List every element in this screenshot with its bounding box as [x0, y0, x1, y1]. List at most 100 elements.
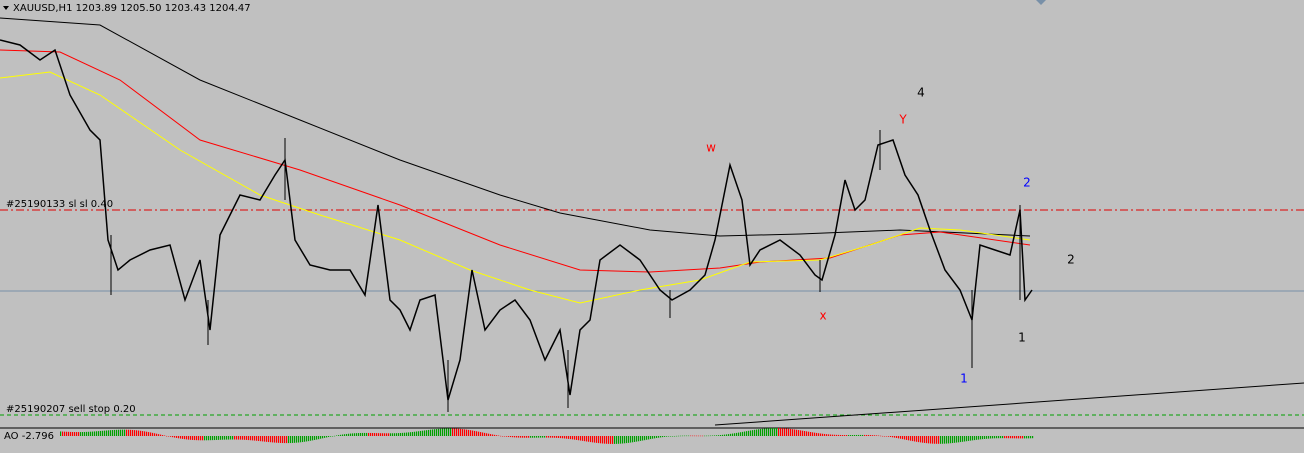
ao-bar: [434, 429, 436, 436]
ao-bar: [540, 436, 542, 438]
ao-bar: [376, 433, 378, 436]
ao-bar: [932, 436, 934, 444]
ao-bar: [62, 431, 64, 436]
ao-bar: [908, 436, 910, 441]
ao-bar: [832, 434, 834, 436]
ao-bar: [104, 430, 106, 436]
ao-bar: [548, 436, 550, 438]
ao-bar: [528, 436, 530, 438]
shift-marker[interactable]: [1036, 0, 1046, 5]
ao-bar: [186, 436, 188, 440]
ao-bar: [312, 436, 314, 441]
ao-bar: [140, 430, 142, 436]
ao-bar: [626, 436, 628, 444]
ma-slow: [0, 17, 1031, 237]
ao-bar: [606, 436, 608, 444]
ao-bar: [618, 436, 620, 444]
ao-bar: [86, 431, 88, 436]
ao-bar: [988, 436, 990, 439]
ao-bar: [474, 430, 476, 436]
ao-bar: [256, 436, 258, 441]
ao-bar: [172, 436, 174, 438]
ao-bar: [914, 436, 916, 442]
ao-bar: [298, 436, 300, 443]
ao-bar: [726, 434, 728, 436]
ao-bar: [916, 436, 918, 442]
ao-bar: [976, 436, 978, 440]
ao-bar: [804, 431, 806, 436]
ao-bar: [370, 432, 372, 436]
ao-bar: [706, 435, 708, 437]
ao-bar: [96, 431, 98, 436]
ao-bar: [72, 431, 74, 436]
ao-bar: [852, 435, 854, 436]
ao-bar: [902, 436, 904, 440]
ao-bar: [250, 436, 252, 441]
ao-bar: [938, 436, 940, 444]
ao-bar: [212, 436, 214, 441]
ao-bar: [408, 432, 410, 436]
ao-bar: [734, 433, 736, 436]
ao-bar: [860, 434, 862, 436]
ao-bar: [470, 430, 472, 436]
ao-bar: [70, 431, 72, 436]
ao-bar: [242, 436, 244, 440]
ao-bar: [746, 431, 748, 436]
ao-bar: [334, 435, 336, 437]
ao-bar: [790, 428, 792, 436]
order-label: #25190133 sl sl 0.40: [6, 199, 113, 210]
ao-bar: [276, 436, 278, 443]
ao-bar: [990, 436, 992, 439]
ao-bar: [246, 436, 248, 440]
ao-bar: [570, 436, 572, 440]
ao-bar: [672, 436, 674, 437]
ao-bar: [614, 436, 616, 444]
ao-bar: [80, 432, 82, 436]
ao-bar: [872, 435, 874, 436]
ao-bar: [550, 436, 552, 438]
ao-bar: [406, 432, 408, 436]
ao-bar: [584, 436, 586, 442]
ao-bar: [680, 435, 682, 437]
ao-bar: [174, 436, 176, 438]
ao-bar: [748, 430, 750, 436]
ao-bar: [510, 436, 512, 438]
ao-bar: [496, 435, 498, 436]
ao-bar: [88, 431, 90, 436]
ao-bar: [892, 436, 894, 438]
ao-bar: [284, 436, 286, 444]
ao-bar: [282, 436, 284, 444]
ao-bar: [364, 432, 366, 436]
ao-bar: [758, 429, 760, 436]
ao-bar: [644, 436, 646, 441]
ao-bar: [258, 436, 260, 441]
ao-bar: [574, 436, 576, 440]
ao-bar: [202, 436, 204, 441]
ao-bar: [432, 429, 434, 436]
ao-bar: [910, 436, 912, 441]
ao-bar: [676, 435, 678, 437]
ao-bar: [688, 435, 690, 437]
ao-bar: [254, 436, 256, 441]
ao-bar: [656, 436, 658, 439]
ao-bar: [344, 434, 346, 436]
ao-bar: [352, 433, 354, 436]
ao-bar: [360, 432, 362, 436]
ao-bar: [332, 436, 334, 437]
ao-bar: [394, 433, 396, 436]
ao-bar: [492, 434, 494, 436]
ao-bar: [192, 436, 194, 440]
ao-bar: [890, 436, 892, 437]
ao-bar: [244, 436, 246, 440]
menu-arrow[interactable]: [3, 6, 9, 10]
ao-bar: [800, 430, 802, 436]
ao-bar: [232, 436, 234, 440]
ao-bar: [770, 428, 772, 436]
ao-bar: [230, 436, 232, 440]
ao-bar: [710, 435, 712, 437]
ao-bar: [384, 433, 386, 436]
ao-bar: [152, 432, 154, 436]
ao-bar: [238, 436, 240, 440]
ao-bar: [824, 433, 826, 436]
ao-bar: [690, 435, 692, 437]
